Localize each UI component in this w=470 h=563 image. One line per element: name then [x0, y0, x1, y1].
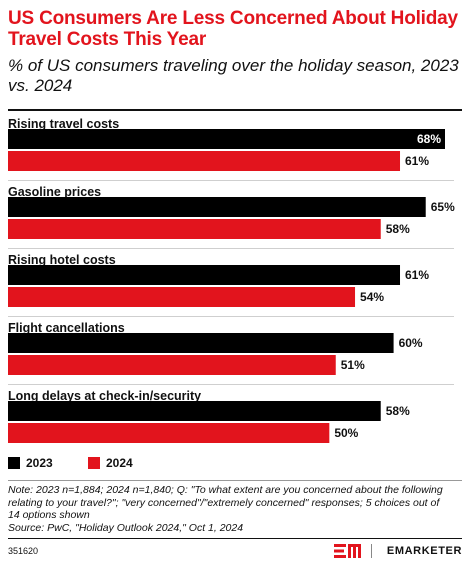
- legend-swatch-2023: [8, 457, 20, 469]
- em-logo-stroke: [334, 549, 344, 553]
- data-label-2024: 54%: [360, 290, 384, 304]
- bar-2024: [8, 423, 330, 443]
- brand-name: EMARKETER: [386, 545, 462, 557]
- category-divider: [8, 316, 454, 317]
- data-label-2024: 51%: [341, 358, 365, 372]
- chart-title: US Consumers Are Less Concerned About Ho…: [8, 8, 458, 50]
- em-logo-stroke: [348, 544, 351, 558]
- em-logo-stroke: [353, 544, 356, 558]
- title-divider: [8, 109, 462, 111]
- note-divider: [8, 480, 462, 481]
- em-logo-stroke: [358, 544, 361, 558]
- chart-id: 351620: [8, 546, 39, 556]
- bar-2023: [8, 265, 401, 285]
- bar-2024: [8, 355, 336, 375]
- footer-divider: [8, 538, 462, 539]
- legend-label-2023: 2023: [26, 456, 53, 470]
- data-label-2023: 61%: [405, 268, 429, 282]
- category-divider: [8, 248, 454, 249]
- em-logo-icon: [334, 544, 361, 558]
- data-label-2023: 68%: [417, 132, 441, 146]
- category-label: Rising travel costs: [8, 117, 119, 131]
- em-logo-stroke: [334, 555, 346, 558]
- brand-logo: EMARKETER: [332, 542, 462, 560]
- data-label-2023: 65%: [431, 200, 455, 214]
- bar-2023: [8, 401, 381, 421]
- category-divider: [8, 384, 454, 385]
- bar-2024: [8, 219, 381, 239]
- data-label-2024: 61%: [405, 154, 429, 168]
- bar-chart: Rising travel costs 68% 61% Gasoline prices…: [8, 117, 455, 443]
- legend-swatch-2024: [88, 457, 100, 469]
- chart-note: Note: 2023 n=1,884; 2024 n=1,840; Q: "To…: [8, 484, 448, 534]
- bar-2024: [8, 151, 401, 171]
- em-logo-stroke: [334, 544, 346, 547]
- bar-2023: [8, 197, 426, 217]
- em-logo-stroke: [348, 544, 355, 547]
- category-label: Gasoline prices: [8, 185, 101, 199]
- chart-subtitle: % of US consumers traveling over the hol…: [8, 56, 459, 95]
- legend-label-2024: 2024: [106, 456, 133, 470]
- category-divider: [8, 180, 454, 181]
- category-label: Rising hotel costs: [8, 253, 116, 267]
- data-label-2024: 58%: [386, 222, 410, 236]
- bar-2023: [8, 129, 445, 149]
- data-label-2023: 60%: [399, 336, 423, 350]
- source-text: Source: PwC, "Holiday Outlook 2024," Oct…: [8, 521, 244, 534]
- note-text: Note: 2023 n=1,884; 2024 n=1,840; Q: "To…: [8, 484, 443, 521]
- category-label: Flight cancellations: [8, 321, 125, 335]
- em-logo-stroke: [355, 544, 361, 547]
- brand-separator: [371, 544, 372, 558]
- data-label-2024: 50%: [334, 426, 358, 440]
- bar-2024: [8, 287, 356, 307]
- bar-2023: [8, 333, 394, 353]
- category-label: Long delays at check-in/security: [8, 389, 201, 403]
- data-label-2023: 58%: [386, 404, 410, 418]
